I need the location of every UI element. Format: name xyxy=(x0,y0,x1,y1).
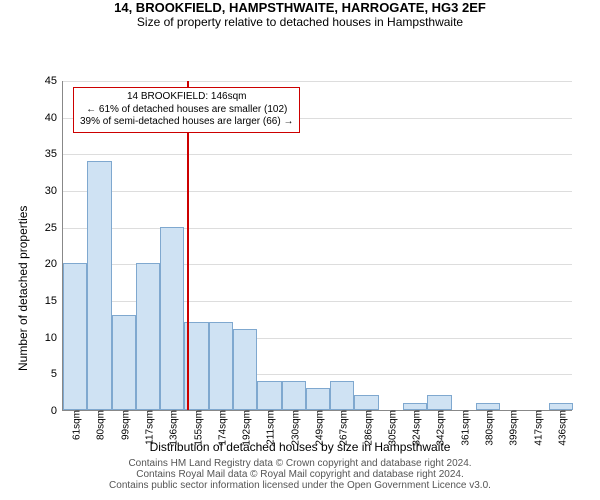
y-tick-label: 15 xyxy=(45,295,63,307)
gridline xyxy=(63,191,572,192)
histogram-bar xyxy=(476,403,500,410)
x-axis-label: Distribution of detached houses by size … xyxy=(0,440,600,454)
y-tick-label: 35 xyxy=(45,148,63,160)
gridline xyxy=(63,81,572,82)
histogram-bar xyxy=(257,381,281,410)
histogram-bar xyxy=(282,381,306,410)
histogram-bar xyxy=(112,315,136,410)
histogram-bar xyxy=(354,395,378,410)
y-tick-label: 10 xyxy=(45,332,63,344)
annotation-line: 39% of semi-detached houses are larger (… xyxy=(80,116,293,129)
gridline xyxy=(63,154,572,155)
annotation-line: ← 61% of detached houses are smaller (10… xyxy=(80,104,293,117)
y-tick-label: 25 xyxy=(45,222,63,234)
y-tick-label: 20 xyxy=(45,258,63,270)
histogram-bar xyxy=(160,227,184,410)
x-tick-label: 61sqm xyxy=(68,410,83,440)
annotation-line: 14 BROOKFIELD: 146sqm xyxy=(80,91,293,104)
histogram-bar xyxy=(549,403,573,410)
y-tick-label: 0 xyxy=(51,405,63,417)
annotation-box: 14 BROOKFIELD: 146sqm← 61% of detached h… xyxy=(73,87,300,133)
histogram-bar xyxy=(330,381,354,410)
plot-area: 05101520253035404561sqm80sqm99sqm117sqm1… xyxy=(62,81,572,411)
histogram-bar xyxy=(306,388,330,410)
chart-title: 14, BROOKFIELD, HAMPSTHWAITE, HARROGATE,… xyxy=(0,0,600,15)
histogram-bar xyxy=(136,263,160,410)
histogram-bar xyxy=(87,161,111,410)
footer-line: Contains Royal Mail data © Royal Mail co… xyxy=(0,469,600,480)
x-tick-label: 80sqm xyxy=(92,410,107,440)
footer-line: Contains public sector information licen… xyxy=(0,480,600,491)
gridline xyxy=(63,228,572,229)
y-tick-label: 40 xyxy=(45,112,63,124)
x-tick-label: 99sqm xyxy=(116,410,131,440)
histogram-bar xyxy=(403,403,427,410)
histogram-bar xyxy=(427,395,451,410)
footer-line: Contains HM Land Registry data © Crown c… xyxy=(0,458,600,469)
chart-subtitle: Size of property relative to detached ho… xyxy=(0,15,600,29)
histogram-bar xyxy=(233,329,257,410)
histogram-bar xyxy=(209,322,233,410)
y-tick-label: 5 xyxy=(51,368,63,380)
y-tick-label: 45 xyxy=(45,75,63,87)
histogram-bar xyxy=(63,263,87,410)
y-axis-label: Number of detached properties xyxy=(16,206,30,371)
attribution-footer: Contains HM Land Registry data © Crown c… xyxy=(0,458,600,491)
y-tick-label: 30 xyxy=(45,185,63,197)
